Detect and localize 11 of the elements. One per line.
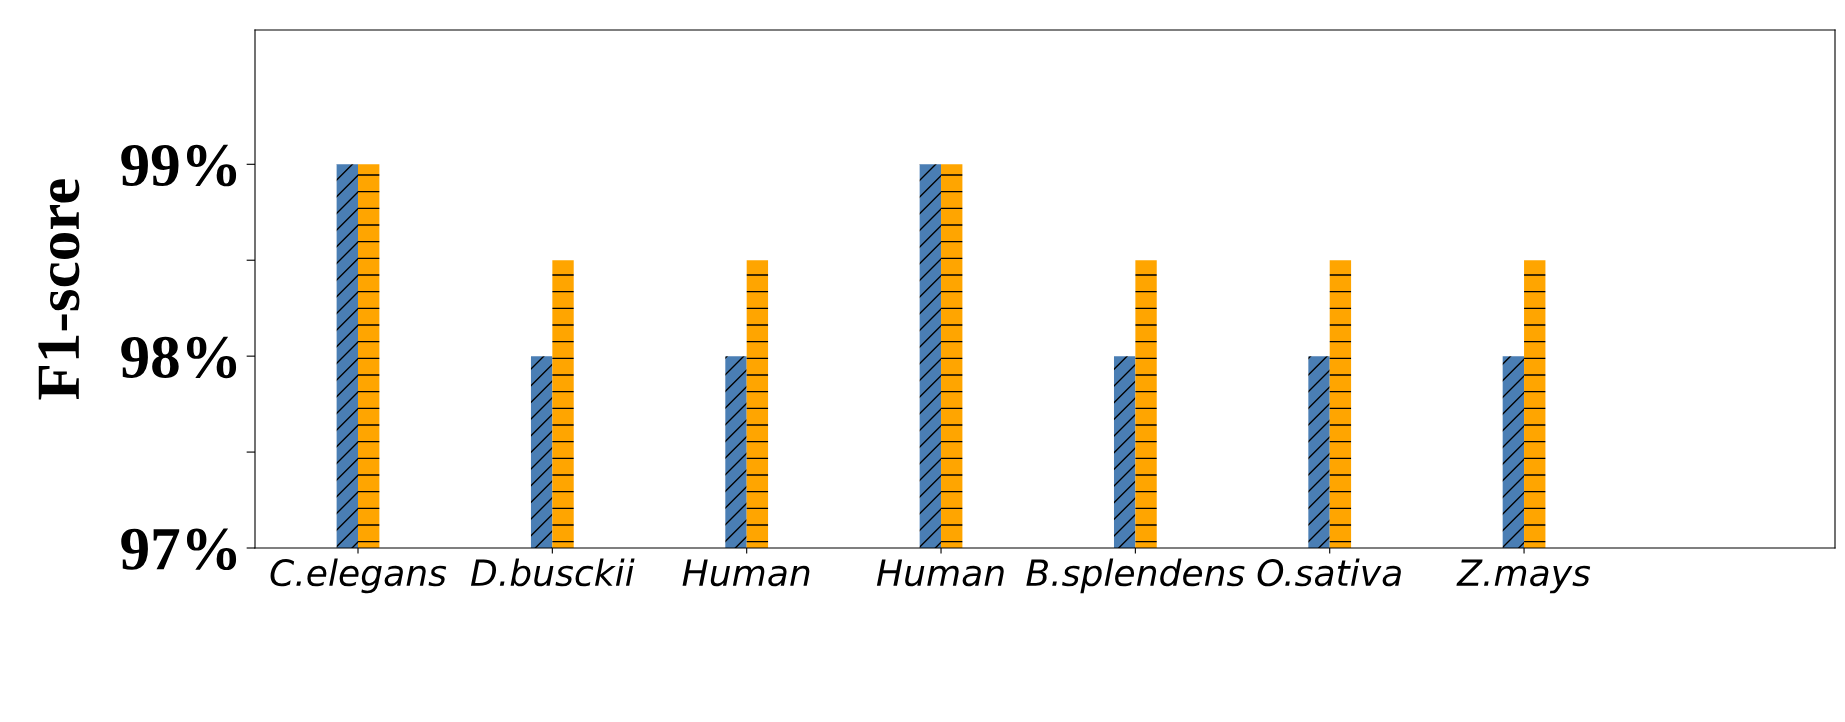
x-tick-label: Z.mays (1456, 559, 1591, 594)
y-tick-label: 97% (121, 528, 237, 570)
x-tick-label: O.sativa (1257, 558, 1401, 587)
y-tick-label: 98% (121, 336, 237, 379)
x-tick-label: Human (682, 559, 810, 587)
x-tick-label: D.busckii (470, 558, 635, 587)
x-tick-label: Human (876, 559, 1004, 587)
y-axis-title: F1-score (38, 179, 80, 400)
x-tick-label: C.elegans (270, 558, 447, 594)
y-tick-label: 99% (121, 144, 237, 187)
x-tick-label: B.splendens (1026, 558, 1245, 594)
